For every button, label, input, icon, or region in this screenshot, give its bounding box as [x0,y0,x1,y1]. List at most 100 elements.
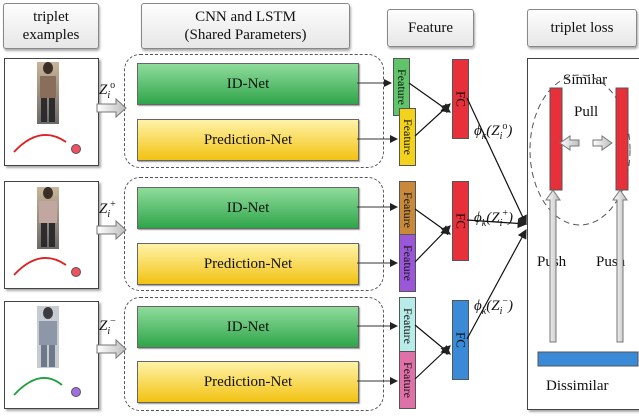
id-net-negative-label: ID-Net [226,318,270,335]
input-var: Z [99,82,108,98]
id-net-anchor-label: ID-Net [226,75,270,92]
feature-label: Feature [401,362,415,398]
net-to-feature-arrows [357,79,398,385]
input-label-negative: Zi− [99,316,116,337]
emb-fsub: k [481,218,487,229]
similar-cluster-ellipse [529,74,631,226]
dissimilar-label: Dissimilar [546,378,609,394]
loss-bars [537,87,639,367]
header-loss-text: triplet loss [550,20,614,36]
feature-bar-anchor-pred: Feature [399,108,416,166]
network-group-negative [124,297,384,411]
anchor-person-image [37,62,59,124]
feature-label: Feature [395,69,409,105]
embedding-bar-similar [615,87,629,191]
prediction-net-negative: Prediction-Net [137,361,359,403]
id-net-anchor: ID-Net [137,63,359,105]
trajectory-arrows [13,134,81,397]
feature-to-fc-arrows [408,82,451,380]
fc-layer-anchor: FC [452,59,469,139]
header-cnn-line2: (Shared Parameters) [184,27,307,43]
fc-layer-negative: FC [452,300,469,380]
emb-open: ( [486,123,492,139]
fc-label: FC [453,91,469,107]
prediction-net-anchor-label: Prediction-Net [203,131,293,148]
fc-label: FC [453,213,469,229]
emb-var: Z [491,123,500,139]
input-var: Z [99,318,108,334]
feature-label: Feature [401,192,415,228]
network-group-positive [124,177,384,291]
network-group-anchor [124,54,384,168]
emb-sub: i [499,306,503,317]
input-sup: + [110,199,116,210]
header-triplet-loss: triplet loss [527,9,637,47]
header-cnn-lstm: CNN and LSTM (Shared Parameters) [141,3,350,49]
feature-label: Feature [401,119,415,155]
feature-bar-negative-pred: Feature [399,351,416,409]
input-sub: i [107,90,111,101]
emb-sub: i [499,218,503,229]
emb-fn: ϕ [474,298,482,314]
prediction-net-anchor: Prediction-Net [137,119,359,161]
prediction-net-positive-label: Prediction-Net [203,255,293,272]
fc-layer-positive: FC [452,181,469,261]
emb-var: Z [491,298,500,314]
negative-person-image [37,306,59,368]
embedding-label-positive: ϕk(Zi+) [474,208,513,229]
input-label-anchor: Zio [99,80,115,101]
emb-close: ) [507,298,513,314]
emb-sup: o [502,121,508,132]
trajectory-curve [13,377,63,396]
emb-fsub: k [481,131,487,142]
embedding-bar-dissimilar [537,351,639,367]
pull-label: Pull [574,104,599,120]
header-triplet-line1: triplet [33,9,69,25]
input-sup: − [110,316,116,327]
target-dot [71,387,81,397]
prediction-net-positive: Prediction-Net [137,243,359,285]
feature-label: Feature [401,308,415,344]
input-arrows [96,97,127,360]
emb-fsub: k [481,306,487,317]
id-net-negative: ID-Net [137,306,359,348]
embedding-label-anchor: ϕk(Zio) [474,121,512,142]
header-feature: Feature [387,9,474,47]
emb-open: ( [486,298,492,314]
feature-bar-anchor-id: Feature [393,58,410,116]
target-dot [71,267,81,277]
emb-fn: ϕ [474,123,482,139]
trajectory-curve [13,134,67,153]
embedding-label-negative: ϕk(Zi−) [474,296,513,317]
feature-bar-negative-id: Feature [399,297,416,355]
input-sup: o [110,80,116,91]
feature-bar-positive-pred: Feature [399,234,416,292]
emb-var: Z [491,210,500,226]
feature-label: Feature [401,245,415,281]
emb-open: ( [486,210,492,226]
input-sub: i [107,209,111,220]
input-label-positive: Zi+ [99,199,116,220]
header-cnn-line1: CNN and LSTM [195,9,296,25]
input-var: Z [99,201,108,217]
emb-fn: ϕ [474,210,482,226]
pull-arrows [559,135,613,151]
id-net-positive-label: ID-Net [226,199,270,216]
embedding-bar-similar [549,87,563,191]
fc-to-loss-arrows [466,97,528,340]
header-feature-text: Feature [408,20,453,36]
emb-close: ) [507,210,513,226]
emb-sup: + [502,208,508,219]
positive-person-image [37,187,59,249]
emb-sub: i [499,131,503,142]
target-dot [71,144,81,154]
feature-bar-positive-id: Feature [399,181,416,239]
id-net-positive: ID-Net [137,187,359,229]
emb-sup: − [502,296,508,307]
fc-label: FC [453,332,469,348]
prediction-net-negative-label: Prediction-Net [203,373,293,390]
push-arrows [545,189,628,343]
emb-close: ) [507,123,513,139]
